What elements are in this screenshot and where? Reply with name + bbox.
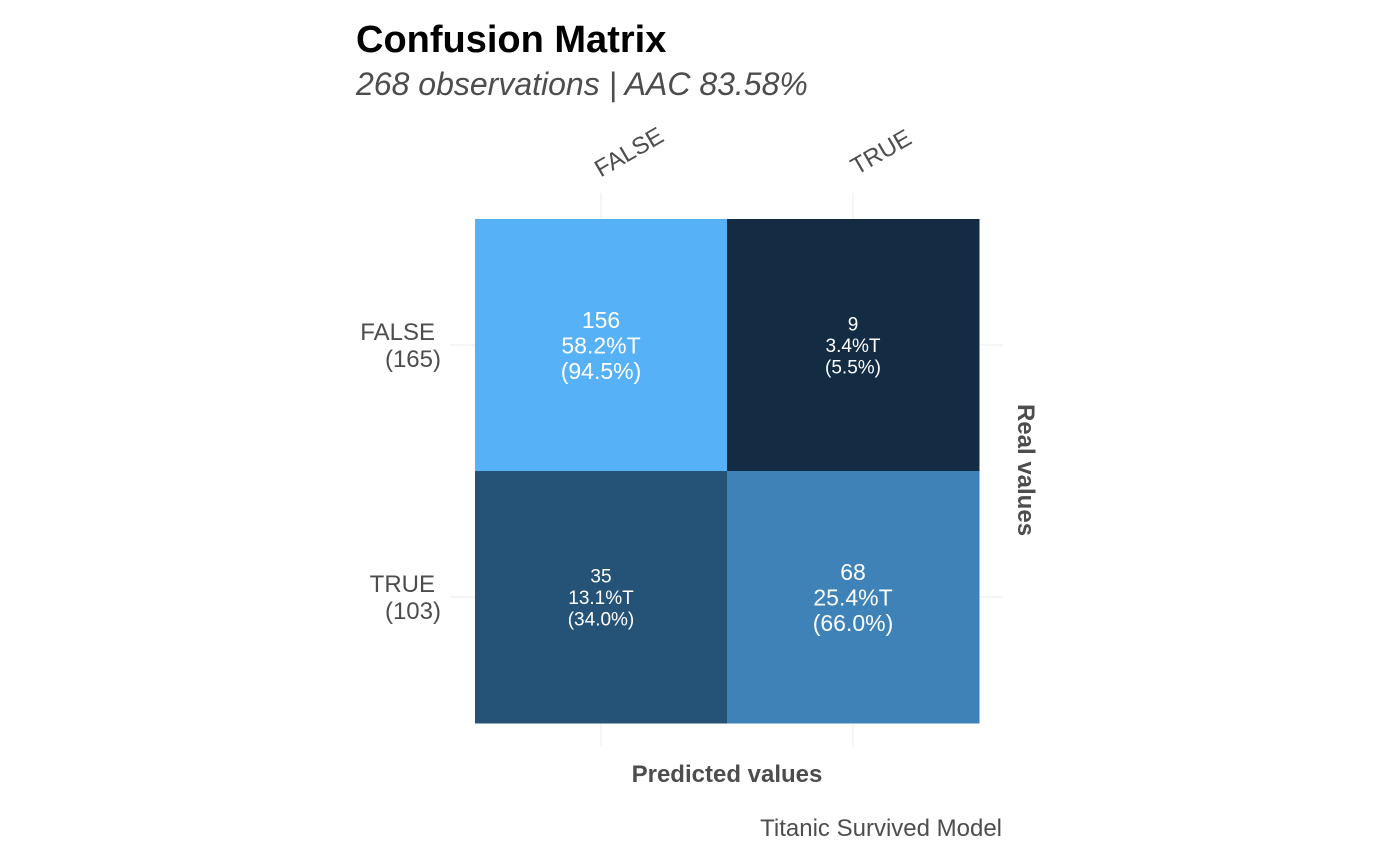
y-tick-label: FALSE	[360, 319, 435, 346]
x-tick-label: FALSE	[590, 122, 668, 183]
cell-count-label: 35	[590, 566, 611, 587]
cell-row-percent-label: (5.5%)	[825, 357, 881, 378]
cell-total-percent-label: 58.2%T	[561, 332, 640, 358]
heatmap-cells	[475, 219, 980, 724]
cell-total-percent-label: 3.4%T	[826, 336, 881, 357]
x-tick-label: TRUE	[846, 124, 916, 180]
cell-count-label: 9	[848, 314, 859, 335]
chart-caption: Titanic Survived Model	[760, 815, 1002, 842]
cell-row-percent-label: (34.0%)	[568, 609, 635, 630]
heatmap-cell	[475, 219, 728, 472]
y-tick-total-label: (165)	[385, 346, 441, 373]
y-tick-label: TRUE	[370, 571, 435, 598]
cell-count-label: 156	[582, 307, 620, 333]
x-axis-title: Predicted values	[632, 761, 823, 788]
y-tick-total-label: (103)	[385, 598, 441, 625]
heatmap-cell	[727, 471, 980, 724]
cell-total-percent-label: 25.4%T	[813, 584, 892, 610]
cell-total-percent-label: 13.1%T	[568, 588, 634, 609]
cell-row-percent-label: (94.5%)	[561, 358, 642, 384]
chart-title: Confusion Matrix	[356, 19, 666, 61]
chart-subtitle: 268 observations | AAC 83.58%	[355, 66, 808, 102]
heatmap-cell	[727, 219, 980, 472]
heatmap-cell	[475, 471, 728, 724]
cell-row-percent-label: (66.0%)	[813, 610, 894, 636]
y-axis-title: Real values	[1012, 404, 1039, 536]
cell-count-label: 68	[840, 559, 866, 585]
